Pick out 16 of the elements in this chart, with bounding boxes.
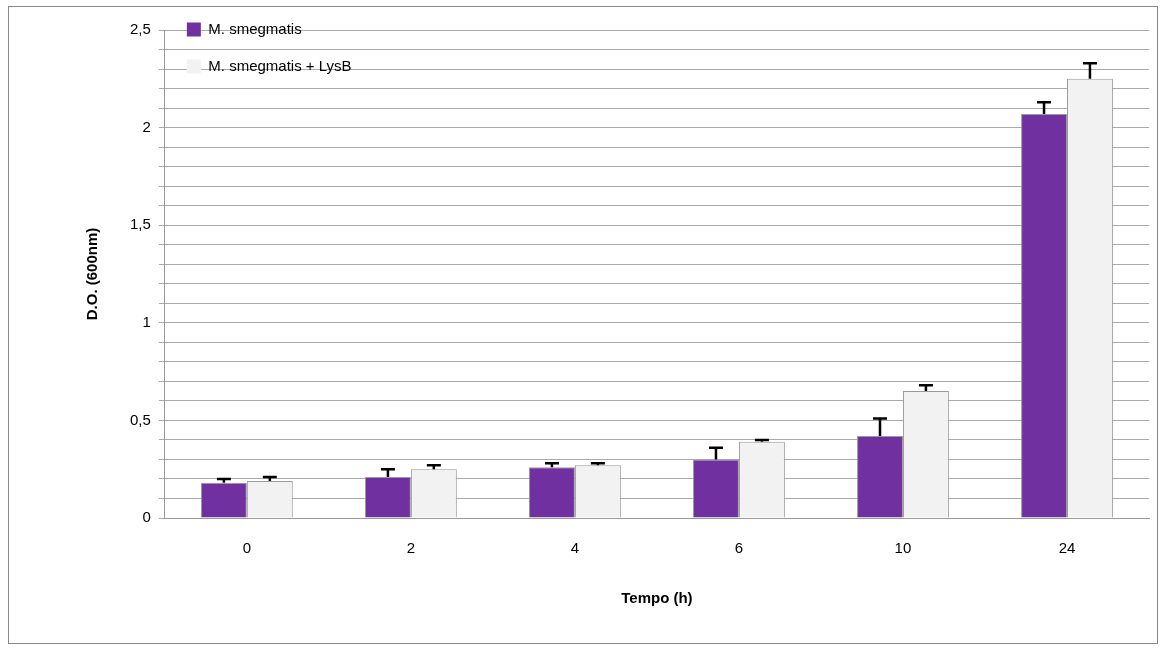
x-axis-title: Tempo (h) xyxy=(621,589,693,607)
x-tick-label: 6 xyxy=(734,539,744,557)
y-tick-label: 1 xyxy=(142,312,151,330)
y-tick-label: 1,5 xyxy=(129,215,151,233)
x-tick-label: 4 xyxy=(570,539,580,557)
x-tick-label: 10 xyxy=(894,539,912,557)
x-tick-label: 0 xyxy=(242,539,252,557)
y-axis-title: D.O. (600nm) xyxy=(83,227,101,321)
x-tick-label: 24 xyxy=(1058,539,1076,557)
y-tick-label: 0 xyxy=(142,508,151,526)
legend-label: M. smegmatis + LysB xyxy=(208,56,352,74)
y-tick-label: 2,5 xyxy=(129,20,151,38)
y-tick-label: 2 xyxy=(142,117,151,135)
legend-label: M. smegmatis xyxy=(208,19,302,37)
x-tick-label: 2 xyxy=(406,539,416,557)
y-tick-label: 0,5 xyxy=(129,410,151,428)
